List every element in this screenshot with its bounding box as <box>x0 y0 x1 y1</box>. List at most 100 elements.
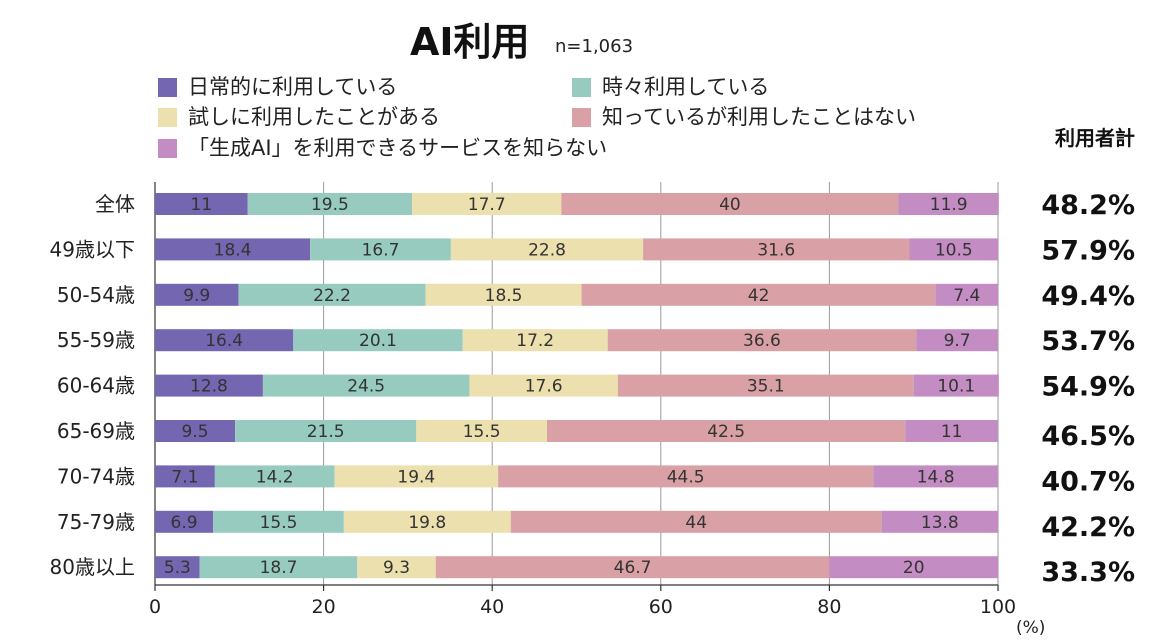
bar-segment <box>155 329 294 352</box>
bar-segment <box>510 510 882 533</box>
bar-segment <box>617 374 914 397</box>
value-label: 6.9 <box>171 513 198 533</box>
category-label: 全体 <box>95 192 135 216</box>
value-label: 24.5 <box>347 377 385 397</box>
value-label: 7.4 <box>953 286 980 306</box>
bar-segment <box>247 193 413 215</box>
bar-segment <box>214 465 335 488</box>
bar-segment <box>469 374 618 397</box>
value-label: 9.3 <box>383 558 410 578</box>
value-label: 14.2 <box>256 467 294 487</box>
bar-segment <box>829 556 998 579</box>
bar-segment <box>199 556 358 579</box>
value-label: 19.8 <box>408 513 446 533</box>
x-tick-label: 80 <box>817 596 841 618</box>
value-label: 35.1 <box>747 377 785 397</box>
value-label: 16.4 <box>205 331 243 351</box>
x-tick-label: 60 <box>649 596 673 618</box>
bar-segment <box>916 329 998 352</box>
bar-segment <box>334 465 499 488</box>
total-value: 40.7% <box>1041 466 1135 497</box>
value-label: 21.5 <box>307 422 345 442</box>
bar-segment <box>343 510 511 533</box>
total-value: 54.9% <box>1041 372 1135 403</box>
x-tick-label: 40 <box>480 596 504 618</box>
value-label: 19.4 <box>397 467 435 487</box>
bar-segment <box>909 238 998 261</box>
total-value: 53.7% <box>1041 326 1135 357</box>
value-label: 42 <box>748 286 770 306</box>
bar-segment <box>546 420 906 442</box>
sample-size: n=1,063 <box>555 36 633 57</box>
bar-segment <box>898 193 999 215</box>
bar-segment <box>155 510 214 533</box>
x-tick-label: 100 <box>980 596 1016 618</box>
bar-segment <box>498 465 874 488</box>
value-label: 18.4 <box>214 240 252 260</box>
totals-header: 利用者計 <box>1055 126 1135 150</box>
x-tick-label: 0 <box>149 596 161 618</box>
value-label: 10.5 <box>935 240 973 260</box>
value-label: 44 <box>685 513 707 533</box>
value-label: 7.1 <box>171 467 198 487</box>
bar-segment <box>155 465 215 488</box>
bar-segment <box>913 374 999 397</box>
x-axis: 0 20 40 60 80 100 <box>149 584 1016 618</box>
bar-segment <box>873 465 998 488</box>
value-label: 44.5 <box>667 467 705 487</box>
value-label: 18.7 <box>260 558 298 578</box>
legend-label-4: 知っているが利用したことはない <box>602 105 916 129</box>
category-label: 65-69歳 <box>57 419 135 443</box>
bar-segment <box>581 283 936 306</box>
value-label: 22.8 <box>528 240 566 260</box>
bar-segment <box>155 374 263 397</box>
total-value: 46.5% <box>1041 421 1135 452</box>
legend-label-2: 時々利用している <box>602 75 769 99</box>
value-label: 16.7 <box>362 240 400 260</box>
category-label: 75-79歳 <box>57 510 135 534</box>
value-label: 17.6 <box>525 377 563 397</box>
chart-title: AI利用 <box>410 20 530 64</box>
value-label: 17.2 <box>516 331 554 351</box>
bar-segment <box>235 420 417 442</box>
value-label: 14.8 <box>917 467 955 487</box>
bar-segment <box>450 238 644 261</box>
category-label: 49歳以下 <box>50 237 135 261</box>
bar-segment <box>425 283 582 306</box>
bar-segment <box>607 329 917 352</box>
bar-segment <box>881 510 998 533</box>
x-axis-unit: (%) <box>1016 618 1045 638</box>
value-label: 18.5 <box>485 286 523 306</box>
bar-segment <box>643 238 910 261</box>
total-value: 48.2% <box>1041 190 1135 221</box>
total-value: 49.4% <box>1041 281 1135 312</box>
value-label: 12.8 <box>190 377 228 397</box>
bar-segment <box>155 283 239 306</box>
category-label: 60-64歳 <box>57 374 135 398</box>
bar-segment <box>905 420 998 442</box>
value-label: 5.3 <box>164 558 191 578</box>
legend-label-5: 「生成AI」を利用できるサービスを知らない <box>188 136 607 160</box>
legend-swatch-3 <box>158 108 177 127</box>
category-label: 80歳以上 <box>50 555 135 579</box>
category-label: 55-59歳 <box>57 328 135 352</box>
bar-segment <box>262 374 470 397</box>
value-label: 46.7 <box>614 558 652 578</box>
bar-segment <box>155 556 200 579</box>
value-label: 11 <box>941 422 963 442</box>
value-label: 42.5 <box>707 422 745 442</box>
value-label: 9.5 <box>182 422 209 442</box>
value-label: 20 <box>903 558 925 578</box>
value-label: 15.5 <box>463 422 501 442</box>
category-label: 50-54歳 <box>57 283 135 307</box>
value-label: 13.8 <box>921 513 959 533</box>
legend-swatch-4 <box>572 108 591 127</box>
total-value: 42.2% <box>1041 512 1135 543</box>
legend-label-1: 日常的に利用している <box>188 75 397 99</box>
value-label: 40 <box>719 195 741 215</box>
value-label: 11.9 <box>930 195 968 215</box>
total-value: 57.9% <box>1041 235 1135 266</box>
value-label: 19.5 <box>311 195 349 215</box>
